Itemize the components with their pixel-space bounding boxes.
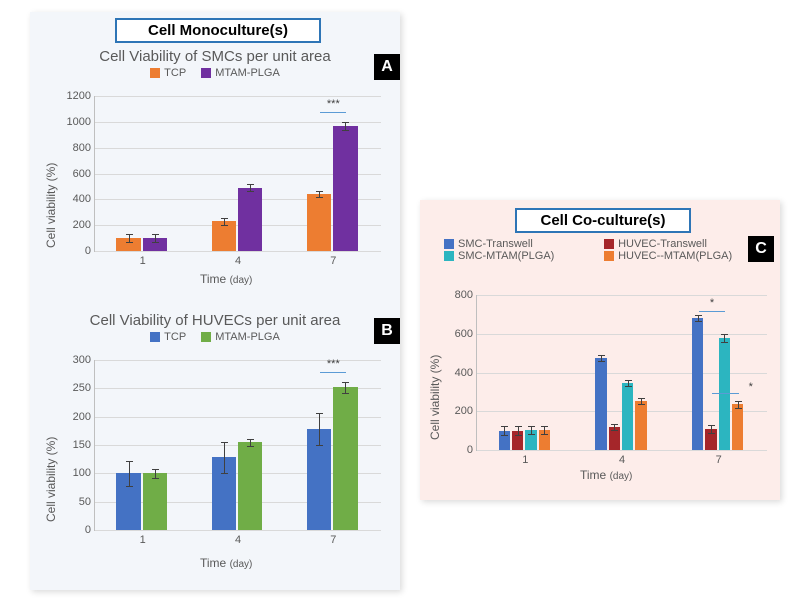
legend-item-c2: SMC-MTAM(PLGA) — [444, 250, 589, 262]
swatch-plga-b — [201, 332, 211, 342]
chart-a: Cell Viability of SMCs per unit area TCP… — [30, 48, 400, 303]
legend-label: HUVEC--MTAM(PLGA) — [618, 250, 732, 262]
xtick: 7 — [330, 530, 336, 546]
swatch-c3 — [604, 251, 614, 261]
ytick: 150 — [73, 439, 95, 451]
badge-b: B — [374, 318, 400, 344]
chart-a-ylabel: Cell viability (%) — [44, 163, 58, 248]
significance-label: * — [749, 381, 753, 393]
badge-c: C — [748, 236, 774, 262]
chart-c-ylabel: Cell viability (%) — [428, 355, 442, 440]
bar — [143, 473, 167, 530]
chart-b: Cell Viability of HUVECs per unit area T… — [30, 312, 400, 587]
xtick: 7 — [330, 251, 336, 267]
ytick: 0 — [467, 444, 477, 456]
xtick: 1 — [522, 450, 528, 466]
xtick: 1 — [140, 251, 146, 267]
significance-label: *** — [327, 358, 340, 370]
swatch-tcp — [150, 68, 160, 78]
bar — [212, 221, 236, 251]
swatch-tcp-b — [150, 332, 160, 342]
bar — [238, 442, 262, 530]
bar — [307, 194, 331, 251]
section-title-coculture: Cell Co-culture(s) — [515, 208, 691, 233]
chart-a-legend: TCP MTAM-PLGA — [30, 67, 400, 79]
legend-item-tcp: TCP — [150, 67, 186, 79]
chart-c-legend: SMC-Transwell HUVEC-Transwell SMC-MTAM(P… — [420, 238, 780, 262]
chart-c-xlabel: Time (day) — [580, 468, 632, 482]
ytick: 1200 — [67, 90, 95, 102]
ytick: 0 — [85, 524, 95, 536]
xlabel-text: Time — [200, 272, 226, 286]
xlabel-text: Time — [200, 556, 226, 570]
ytick: 200 — [73, 411, 95, 423]
ytick: 50 — [79, 496, 95, 508]
bar — [622, 383, 633, 450]
chart-c-plot: 0200400600800147** — [476, 295, 767, 451]
xlabel-unit: (day) — [230, 275, 253, 286]
legend-item-plga: MTAM-PLGA — [201, 67, 280, 79]
significance-label: *** — [327, 98, 340, 110]
legend-item-tcp-b: TCP — [150, 331, 186, 343]
monoculture-panel: Cell Monoculture(s) Cell Viability of SM… — [30, 12, 400, 590]
ytick: 200 — [73, 219, 95, 231]
swatch-c0 — [444, 239, 454, 249]
legend-label: SMC-MTAM(PLGA) — [458, 250, 554, 262]
legend-item-c0: SMC-Transwell — [444, 238, 589, 250]
ytick: 200 — [455, 405, 477, 417]
ytick: 100 — [73, 467, 95, 479]
ytick: 400 — [455, 367, 477, 379]
xtick: 7 — [716, 450, 722, 466]
ytick: 250 — [73, 382, 95, 394]
ytick: 600 — [455, 328, 477, 340]
legend-label: TCP — [164, 331, 186, 343]
ytick: 800 — [73, 142, 95, 154]
legend-label: MTAM-PLGA — [215, 67, 280, 79]
ytick: 1000 — [67, 116, 95, 128]
chart-b-xlabel: Time (day) — [200, 556, 252, 570]
swatch-plga — [201, 68, 211, 78]
xtick: 4 — [235, 251, 241, 267]
ytick: 400 — [73, 193, 95, 205]
chart-b-plot: 050100150200250300147*** — [94, 360, 381, 531]
ytick: 0 — [85, 245, 95, 257]
section-title-monoculture: Cell Monoculture(s) — [115, 18, 321, 43]
xtick: 4 — [235, 530, 241, 546]
xlabel-unit: (day) — [230, 559, 253, 570]
swatch-c2 — [444, 251, 454, 261]
bar — [732, 404, 743, 450]
bar — [238, 188, 262, 251]
chart-a-plot: 020040060080010001200147*** — [94, 96, 381, 252]
bar — [333, 387, 357, 530]
chart-a-title: Cell Viability of SMCs per unit area — [30, 48, 400, 65]
legend-item-c3: HUVEC--MTAM(PLGA) — [604, 250, 754, 262]
bar — [635, 401, 646, 450]
chart-b-title: Cell Viability of HUVECs per unit area — [30, 312, 400, 329]
bar — [692, 318, 703, 450]
legend-item-c1: HUVEC-Transwell — [604, 238, 754, 250]
chart-a-xlabel: Time (day) — [200, 272, 252, 286]
legend-label: HUVEC-Transwell — [618, 238, 707, 250]
chart-b-legend: TCP MTAM-PLGA — [30, 331, 400, 343]
swatch-c1 — [604, 239, 614, 249]
xtick: 4 — [619, 450, 625, 466]
legend-item-plga-b: MTAM-PLGA — [201, 331, 280, 343]
coculture-panel: Cell Co-culture(s) C SMC-Transwell HUVEC… — [420, 200, 780, 500]
chart-b-ylabel: Cell viability (%) — [44, 437, 58, 522]
bar — [595, 358, 606, 450]
xlabel-text: Time — [580, 468, 606, 482]
ytick: 600 — [73, 168, 95, 180]
ytick: 300 — [73, 354, 95, 366]
legend-label: MTAM-PLGA — [215, 331, 280, 343]
xtick: 1 — [140, 530, 146, 546]
xlabel-unit: (day) — [610, 471, 633, 482]
ytick: 800 — [455, 289, 477, 301]
legend-label: SMC-Transwell — [458, 238, 533, 250]
significance-label: * — [710, 297, 714, 309]
legend-label: TCP — [164, 67, 186, 79]
badge-a: A — [374, 54, 400, 80]
bar — [333, 126, 357, 251]
